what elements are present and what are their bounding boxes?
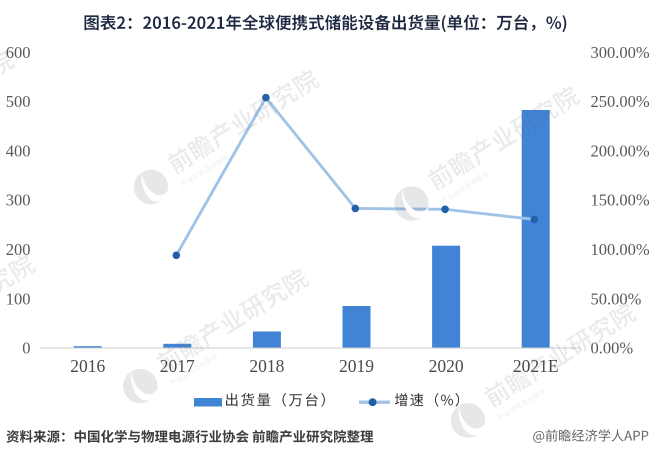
svg-text:2020: 2020 xyxy=(429,356,464,376)
svg-text:2017: 2017 xyxy=(160,356,195,376)
svg-text:500: 500 xyxy=(6,92,31,111)
svg-text:150.00%: 150.00% xyxy=(591,191,650,210)
svg-text:300: 300 xyxy=(6,191,31,210)
svg-text:100: 100 xyxy=(6,289,31,308)
svg-text:0: 0 xyxy=(22,339,30,358)
svg-text:200: 200 xyxy=(6,240,31,259)
svg-text:50.00%: 50.00% xyxy=(591,289,642,308)
svg-text:400: 400 xyxy=(6,142,31,161)
svg-text:100.00%: 100.00% xyxy=(591,240,650,259)
svg-text:300.00%: 300.00% xyxy=(591,43,650,62)
svg-text:250.00%: 250.00% xyxy=(591,92,650,111)
svg-text:2019: 2019 xyxy=(339,356,374,376)
svg-text:2021E: 2021E xyxy=(513,356,559,376)
svg-text:2016: 2016 xyxy=(70,356,105,376)
svg-text:0.00%: 0.00% xyxy=(591,339,634,358)
svg-text:200.00%: 200.00% xyxy=(591,142,650,161)
svg-text:2018: 2018 xyxy=(249,356,284,376)
svg-text:600: 600 xyxy=(6,43,31,62)
